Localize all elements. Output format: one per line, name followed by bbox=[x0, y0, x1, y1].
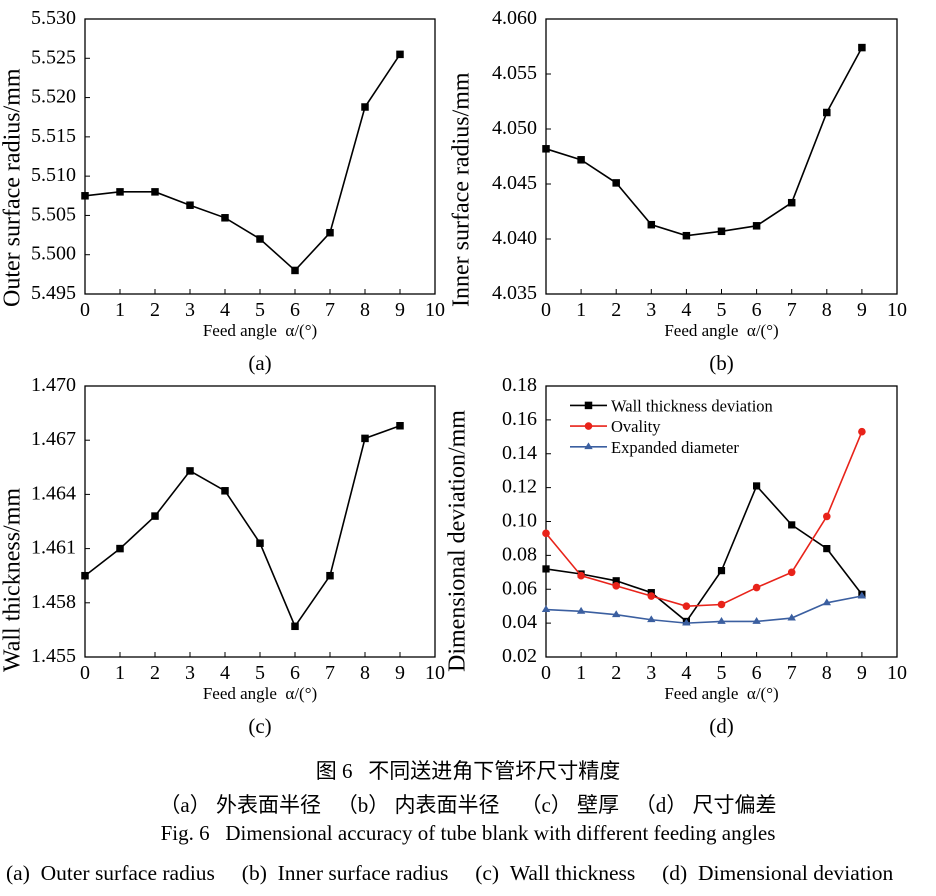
svg-text:1.455: 1.455 bbox=[31, 645, 76, 667]
svg-text:9: 9 bbox=[857, 662, 867, 684]
svg-text:4: 4 bbox=[220, 662, 230, 684]
svg-text:4.040: 4.040 bbox=[492, 227, 537, 249]
svg-text:5.510: 5.510 bbox=[31, 164, 76, 186]
svg-text:1: 1 bbox=[115, 299, 125, 321]
svg-text:9: 9 bbox=[395, 299, 405, 321]
svg-text:6: 6 bbox=[290, 299, 300, 321]
svg-text:1.467: 1.467 bbox=[31, 428, 76, 450]
svg-text:6: 6 bbox=[752, 299, 762, 321]
svg-text:5: 5 bbox=[717, 662, 727, 684]
svg-text:1.458: 1.458 bbox=[31, 591, 76, 613]
svg-text:1.461: 1.461 bbox=[31, 537, 76, 559]
svg-text:1: 1 bbox=[115, 662, 125, 684]
svg-text:1.470: 1.470 bbox=[31, 374, 76, 396]
svg-text:5.515: 5.515 bbox=[31, 125, 76, 147]
svg-text:5.530: 5.530 bbox=[31, 7, 76, 29]
svg-text:0.12: 0.12 bbox=[502, 476, 537, 498]
svg-text:4.060: 4.060 bbox=[492, 7, 537, 29]
svg-text:5.520: 5.520 bbox=[31, 86, 76, 108]
svg-text:0.06: 0.06 bbox=[502, 577, 537, 599]
svg-text:9: 9 bbox=[395, 662, 405, 684]
svg-text:0: 0 bbox=[80, 299, 90, 321]
svg-text:Expanded diameter: Expanded diameter bbox=[611, 438, 739, 457]
svg-text:5.525: 5.525 bbox=[31, 46, 76, 68]
svg-text:4: 4 bbox=[681, 662, 691, 684]
svg-text:2: 2 bbox=[611, 299, 621, 321]
svg-text:Wall thickness deviation: Wall thickness deviation bbox=[611, 396, 773, 415]
svg-text:5.505: 5.505 bbox=[31, 203, 76, 225]
svg-text:2: 2 bbox=[150, 662, 160, 684]
svg-text:0.18: 0.18 bbox=[502, 374, 537, 396]
svg-text:5: 5 bbox=[717, 299, 727, 321]
svg-text:3: 3 bbox=[646, 299, 656, 321]
svg-text:5: 5 bbox=[255, 662, 265, 684]
svg-text:6: 6 bbox=[752, 662, 762, 684]
svg-text:Ovality: Ovality bbox=[611, 417, 661, 436]
svg-text:5.500: 5.500 bbox=[31, 243, 76, 265]
svg-text:0.08: 0.08 bbox=[502, 543, 537, 565]
svg-text:3: 3 bbox=[185, 662, 195, 684]
svg-text:4.035: 4.035 bbox=[492, 282, 537, 304]
svg-text:1: 1 bbox=[576, 299, 586, 321]
svg-text:7: 7 bbox=[325, 299, 335, 321]
svg-text:0: 0 bbox=[80, 662, 90, 684]
svg-text:0.14: 0.14 bbox=[502, 442, 537, 464]
svg-text:6: 6 bbox=[290, 662, 300, 684]
svg-text:10: 10 bbox=[887, 662, 907, 684]
svg-text:0.10: 0.10 bbox=[502, 510, 537, 532]
svg-text:2: 2 bbox=[611, 662, 621, 684]
svg-text:8: 8 bbox=[360, 299, 370, 321]
svg-text:10: 10 bbox=[887, 299, 907, 321]
svg-text:3: 3 bbox=[646, 662, 656, 684]
svg-text:4: 4 bbox=[681, 299, 691, 321]
svg-text:8: 8 bbox=[360, 662, 370, 684]
svg-text:2: 2 bbox=[150, 299, 160, 321]
svg-text:3: 3 bbox=[185, 299, 195, 321]
svg-text:8: 8 bbox=[822, 662, 832, 684]
svg-text:0.16: 0.16 bbox=[502, 408, 537, 430]
svg-text:10: 10 bbox=[425, 662, 445, 684]
svg-text:8: 8 bbox=[822, 299, 832, 321]
svg-text:7: 7 bbox=[787, 662, 797, 684]
svg-text:4.050: 4.050 bbox=[492, 117, 537, 139]
svg-text:7: 7 bbox=[325, 662, 335, 684]
svg-text:1.464: 1.464 bbox=[31, 482, 76, 504]
svg-text:7: 7 bbox=[787, 299, 797, 321]
svg-text:10: 10 bbox=[425, 299, 445, 321]
svg-text:0.02: 0.02 bbox=[502, 645, 537, 667]
svg-text:0: 0 bbox=[541, 662, 551, 684]
svg-text:4.045: 4.045 bbox=[492, 172, 537, 194]
svg-text:5.495: 5.495 bbox=[31, 282, 76, 304]
svg-text:4.055: 4.055 bbox=[492, 62, 537, 84]
svg-text:5: 5 bbox=[255, 299, 265, 321]
svg-text:9: 9 bbox=[857, 299, 867, 321]
svg-text:1: 1 bbox=[576, 662, 586, 684]
svg-text:0: 0 bbox=[541, 299, 551, 321]
svg-text:0.04: 0.04 bbox=[502, 611, 537, 633]
svg-text:4: 4 bbox=[220, 299, 230, 321]
